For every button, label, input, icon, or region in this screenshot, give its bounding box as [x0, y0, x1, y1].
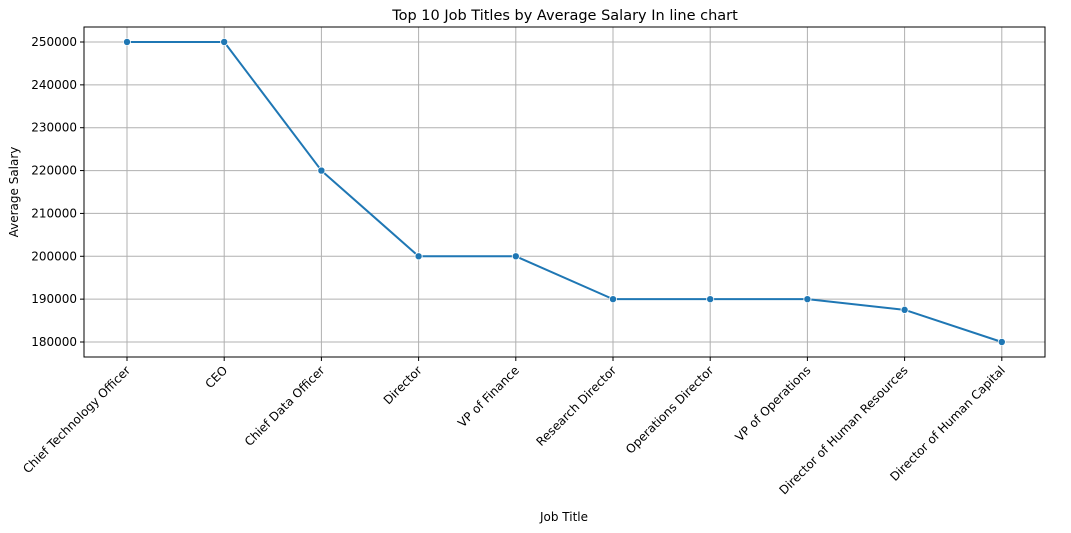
data-point [900, 305, 909, 314]
x-tick-label: Operations Director [623, 363, 716, 456]
y-axis-title: Average Salary [7, 147, 21, 238]
y-axis-ticks: 180000 190000 200000 210000 220000 230000 2400… [31, 35, 84, 349]
y-tick-label: 190000 [31, 292, 77, 306]
x-tick-label: CEO [202, 363, 230, 391]
data-point [414, 252, 423, 261]
data-point [220, 38, 229, 47]
data-point [706, 295, 715, 304]
x-axis-title: Job Title [539, 510, 588, 524]
series-layer [123, 38, 1006, 346]
data-point [123, 38, 132, 47]
grid-lines [84, 27, 1045, 357]
y-tick-label: 180000 [31, 335, 77, 349]
y-tick-label: 240000 [31, 78, 77, 92]
x-tick-label: VP of Operations [732, 363, 813, 444]
plot-frame [83, 26, 1046, 358]
y-tick-label: 230000 [31, 121, 77, 135]
x-axis-ticks: Chief Technology Officer CEO Chief Data Of… [20, 357, 1008, 497]
chart-title: Top 10 Job Titles by Average Salary In l… [391, 8, 738, 24]
data-point [609, 295, 618, 304]
x-tick-label: Research Director [534, 363, 620, 449]
x-tick-label: Director [381, 363, 425, 407]
data-point [317, 166, 326, 175]
data-point [997, 337, 1006, 346]
y-tick-label: 250000 [31, 35, 77, 49]
x-tick-label: Chief Technology Officer [20, 363, 133, 476]
y-tick-label: 200000 [31, 249, 77, 263]
x-tick-label: Chief Data Officer [242, 363, 328, 449]
y-tick-label: 210000 [31, 206, 77, 220]
data-point [511, 252, 520, 261]
x-tick-label: VP of Finance [455, 363, 522, 430]
y-tick-label: 220000 [31, 164, 77, 178]
data-point [803, 295, 812, 304]
series-line [126, 41, 1003, 343]
x-tick-label: Director of Human Capital [887, 363, 1008, 484]
